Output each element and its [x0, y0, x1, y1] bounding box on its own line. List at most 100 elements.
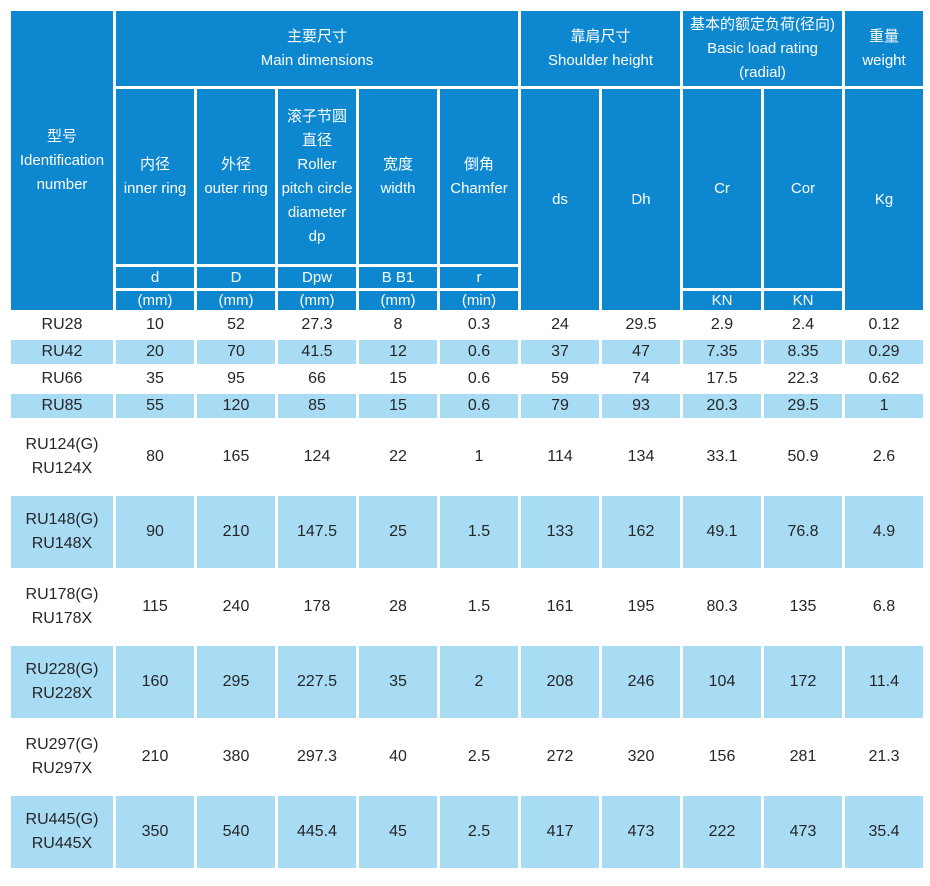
model-line: RU85 — [41, 397, 83, 414]
model-line: RU42 — [41, 343, 83, 360]
value-cell: 49.1 — [680, 493, 765, 571]
header-kg: Kg — [842, 86, 927, 313]
model-line: RU178(G) — [25, 586, 99, 603]
roller-pitch-en: Roller pitch circle diameter dp — [281, 155, 353, 245]
value-cell: 24 — [518, 310, 603, 340]
value-cell: 2.9 — [680, 310, 765, 340]
table-row: RU297(G) RU297X 210 380 297.3 40 2.5 272 320 156 2… — [8, 718, 927, 796]
header-dh: Dh — [599, 86, 684, 313]
unit-cr-kn: KN — [680, 288, 765, 313]
table-row: RU124(G) RU124X 80 165 124 22 1 114 134 33.1 50.9 2… — [8, 418, 927, 496]
table-row: RU66 35 95 66 15 0.6 59 74 17.5 22.3 0.62 — [8, 364, 927, 394]
header-cr: Cr — [680, 86, 765, 291]
group-shoulder-height-zh: 靠肩尺寸 — [570, 27, 631, 45]
value-cell: 33.1 — [680, 418, 765, 496]
value-cell: 246 — [599, 643, 684, 721]
value-cell: 222 — [680, 793, 765, 871]
value-cell: 281 — [761, 718, 846, 796]
model-line: RU228X — [31, 685, 93, 702]
symbol-D: D — [194, 264, 278, 291]
value-cell: 1.5 — [436, 568, 522, 646]
header-group-weight: 重量 weight — [842, 8, 927, 89]
group-basic-load-rating-zh: 基本的额定负荷(径向) — [690, 15, 836, 33]
group-shoulder-height-en: Shoulder height — [547, 51, 654, 69]
model-line: RU66 — [41, 370, 83, 387]
table-row: RU228(G) RU228X 160 295 227.5 35 2 208 246 104 172… — [8, 643, 927, 721]
value-cell: 297.3 — [275, 718, 359, 796]
value-cell: 76.8 — [761, 493, 846, 571]
value-cell: 20 — [113, 337, 197, 367]
value-cell: 28 — [356, 568, 440, 646]
model-cell: RU66 — [8, 364, 116, 394]
value-cell: 1 — [842, 391, 927, 421]
value-cell: 85 — [275, 391, 359, 421]
value-cell: 2.4 — [761, 310, 846, 340]
value-cell: 90 — [113, 493, 197, 571]
value-cell: 59 — [518, 364, 603, 394]
model-line: RU228(G) — [25, 661, 99, 678]
inner-ring-en: inner ring — [123, 179, 187, 197]
model-line: RU124(G) — [25, 436, 99, 453]
value-cell: 272 — [518, 718, 603, 796]
header-ds: ds — [518, 86, 603, 313]
value-cell: 93 — [599, 391, 684, 421]
value-cell: 473 — [761, 793, 846, 871]
symbol-b-b1: B B1 — [356, 264, 440, 291]
value-cell: 1 — [436, 418, 522, 496]
chamfer-en: Chamfer — [450, 179, 508, 197]
value-cell: 161 — [518, 568, 603, 646]
inner-ring-zh: 内径 — [139, 155, 170, 173]
value-cell: 0.62 — [842, 364, 927, 394]
value-cell: 320 — [599, 718, 684, 796]
value-cell: 8.35 — [761, 337, 846, 367]
value-cell: 540 — [194, 793, 278, 871]
value-cell: 35 — [113, 364, 197, 394]
table-body: RU28 10 52 27.3 8 0.3 24 29.5 2.9 2.4 0.12 RU42 20 70… — [8, 310, 927, 871]
value-cell: 11.4 — [842, 643, 927, 721]
value-cell: 147.5 — [275, 493, 359, 571]
value-cell: 0.6 — [436, 364, 522, 394]
value-cell: 1.5 — [436, 493, 522, 571]
value-cell: 37 — [518, 337, 603, 367]
value-cell: 124 — [275, 418, 359, 496]
value-cell: 15 — [356, 391, 440, 421]
value-cell: 29.5 — [761, 391, 846, 421]
value-cell: 20.3 — [680, 391, 765, 421]
group-main-dimensions-zh: 主要尺寸 — [287, 27, 348, 45]
header-inner-ring: 内径 inner ring — [113, 86, 197, 267]
value-cell: 162 — [599, 493, 684, 571]
table-row: RU28 10 52 27.3 8 0.3 24 29.5 2.9 2.4 0.12 — [8, 310, 927, 340]
symbol-d: d — [113, 264, 197, 291]
model-cell: RU85 — [8, 391, 116, 421]
value-cell: 12 — [356, 337, 440, 367]
value-cell: 55 — [113, 391, 197, 421]
bearing-spec-table: 型号 Identification number 主要尺寸 Main dimen… — [8, 8, 927, 871]
value-cell: 0.6 — [436, 337, 522, 367]
value-cell: 156 — [680, 718, 765, 796]
unit-b-mm: (mm) — [356, 288, 440, 313]
value-cell: 210 — [113, 718, 197, 796]
value-cell: 17.5 — [680, 364, 765, 394]
value-cell: 80 — [113, 418, 197, 496]
model-cell: RU445(G) RU445X — [8, 793, 116, 871]
value-cell: 74 — [599, 364, 684, 394]
unit-dpw-mm: (mm) — [275, 288, 359, 313]
value-cell: 227.5 — [275, 643, 359, 721]
value-cell: 7.35 — [680, 337, 765, 367]
model-cell: RU228(G) RU228X — [8, 643, 116, 721]
model-cell: RU42 — [8, 337, 116, 367]
value-cell: 473 — [599, 793, 684, 871]
value-cell: 0.3 — [436, 310, 522, 340]
value-cell: 95 — [194, 364, 278, 394]
value-cell: 2.5 — [436, 718, 522, 796]
header-chamfer: 倒角 Chamfer — [436, 86, 522, 267]
table-header: 型号 Identification number 主要尺寸 Main dimen… — [8, 8, 927, 313]
header-outer-ring: 外径 outer ring — [194, 86, 278, 267]
header-symbol-row: d D Dpw B B1 r — [10, 264, 925, 291]
header-group-shoulder-height: 靠肩尺寸 Shoulder height — [518, 8, 684, 89]
value-cell: 66 — [275, 364, 359, 394]
model-line: RU148X — [31, 535, 93, 552]
header-unit-row: (mm) (mm) (mm) (mm) (min) KN KN — [10, 288, 925, 313]
model-cell: RU178(G) RU178X — [8, 568, 116, 646]
value-cell: 6.8 — [842, 568, 927, 646]
